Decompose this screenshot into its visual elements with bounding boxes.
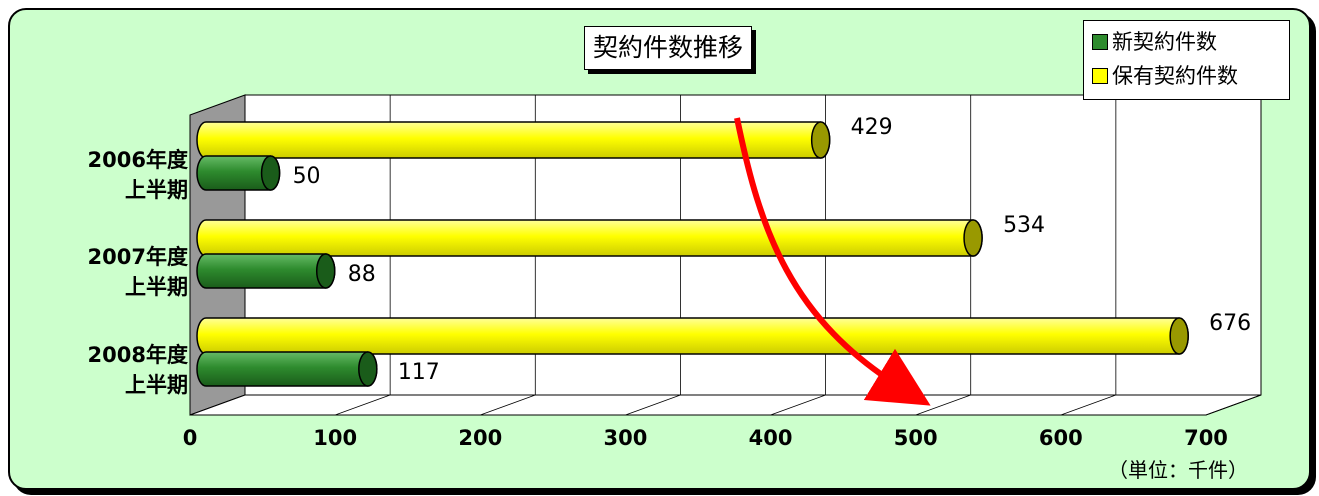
category-label-2008-line2: 上半期 (125, 373, 188, 397)
bar-layer (196, 121, 1189, 387)
legend: 新契約件数 保有契約件数 (1083, 20, 1290, 100)
x-tick-label: 200 (458, 426, 502, 450)
floor-gridline (335, 394, 391, 416)
category-label-2007: 2007年度 上半期 (40, 242, 188, 302)
x-tick-label: 0 (183, 426, 198, 450)
floor-gridline (480, 394, 536, 416)
unit-label: （単位：千件） (1108, 458, 1248, 482)
bar-held-0 (196, 121, 831, 159)
bar-held-1 (196, 219, 983, 257)
x-tick-label: 400 (749, 426, 793, 450)
chart-title-text: 契約件数推移 (593, 33, 744, 62)
bar-held-2 (196, 317, 1189, 355)
x-tick-label: 600 (1039, 426, 1083, 450)
floor-gridline (1205, 394, 1262, 416)
bar-new-1-cap (315, 253, 336, 289)
category-label-2006: 2006年度 上半期 (40, 145, 188, 205)
trend-arrow (734, 117, 931, 406)
data-label-held: 676 (1209, 311, 1251, 336)
bar-new-1-body (196, 253, 336, 289)
text-layer: 0 100 200 300 400 500 600 700 429 50 534 88 676 117 (183, 115, 1251, 450)
floor-gridline (915, 394, 971, 416)
x-tick-label: 100 (313, 426, 357, 450)
data-label-held: 534 (1003, 213, 1045, 238)
bar-held-0-body (196, 121, 831, 159)
legend-label-new: 新契約件数 (1112, 30, 1217, 54)
bar-held-0-cap (810, 121, 831, 159)
data-label-held: 429 (851, 115, 893, 140)
x-tick-label: 500 (894, 426, 938, 450)
chart-title: 契約件数推移 (584, 26, 753, 70)
floor-gridline (625, 394, 681, 416)
legend-label-held: 保有契約件数 (1112, 64, 1238, 88)
legend-swatch-new (1092, 34, 1108, 50)
legend-item-held: 保有契約件数 (1092, 61, 1238, 91)
bar-held-2-cap (1169, 317, 1189, 355)
data-label-new: 88 (348, 262, 376, 287)
floor-gridline (770, 394, 826, 416)
bar-new-2 (196, 351, 378, 387)
data-label-new: 50 (293, 164, 321, 189)
x-tick-label: 300 (604, 426, 648, 450)
bar-held-1-cap (963, 219, 983, 257)
bar-new-0-cap (260, 155, 281, 191)
bar-held-1-body (196, 219, 983, 257)
data-label-new: 117 (398, 360, 440, 385)
legend-item-new: 新契約件数 (1092, 27, 1217, 57)
category-label-2007-line1: 2007年度 (87, 245, 188, 269)
category-label-2006-line1: 2006年度 (87, 148, 188, 172)
bar-new-1 (196, 253, 336, 289)
category-label-2008: 2008年度 上半期 (40, 340, 188, 400)
plot-floor (189, 394, 1262, 416)
bar-new-2-body (196, 351, 378, 387)
floor-gridline (1060, 394, 1116, 416)
legend-swatch-held (1092, 68, 1108, 84)
bar-new-0 (196, 155, 281, 191)
bar-held-2-body (196, 317, 1189, 355)
annotation-layer (734, 117, 931, 406)
x-tick-label: 700 (1184, 426, 1228, 450)
category-label-2006-line2: 上半期 (125, 178, 188, 202)
category-label-2008-line1: 2008年度 (87, 343, 188, 367)
category-label-2007-line2: 上半期 (125, 275, 188, 299)
bar-new-2-cap (358, 351, 378, 387)
